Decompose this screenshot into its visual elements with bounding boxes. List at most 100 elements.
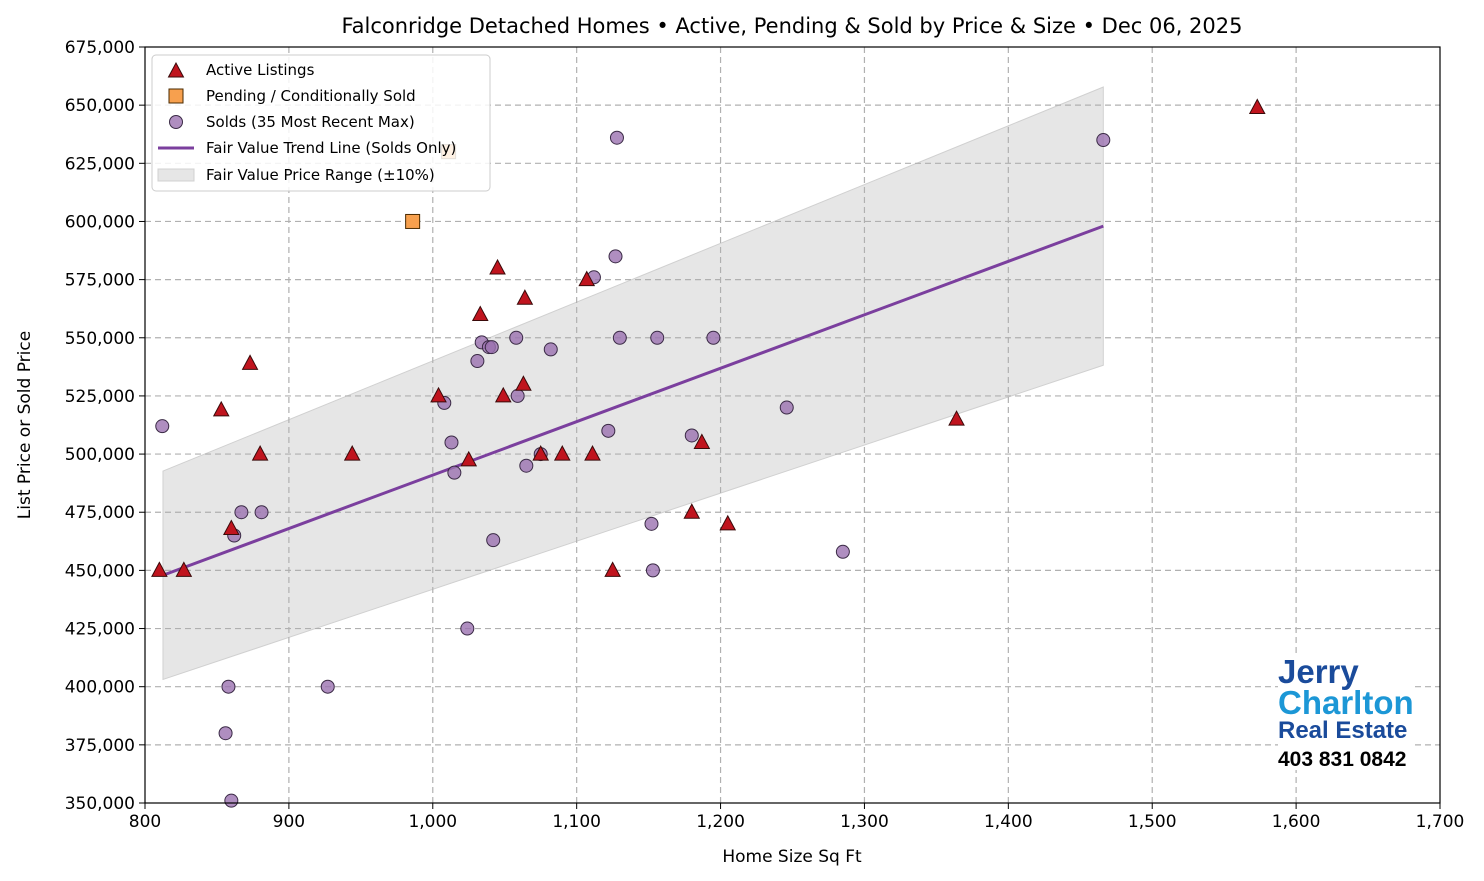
active-point	[578, 270, 596, 287]
sold-point	[612, 330, 627, 345]
y-tick-label: 675,000	[65, 38, 135, 58]
legend-square-icon	[168, 88, 184, 104]
active-point	[212, 400, 230, 417]
realtor-logo: Jerry Charlton Real Estate 403 831 0842	[1278, 655, 1414, 770]
sold-point	[1096, 133, 1111, 148]
active-point	[222, 519, 240, 536]
legend-label: Solds (35 Most Recent Max)	[206, 113, 415, 131]
active-point	[343, 445, 361, 461]
active-point	[1248, 98, 1266, 114]
sold-point	[519, 458, 534, 473]
x-tick-label: 1,100	[552, 812, 601, 832]
legend: Active Listings Pending / Conditionally S…	[151, 54, 491, 192]
legend-band-icon	[157, 168, 195, 182]
active-point	[948, 410, 965, 426]
sold-point	[444, 435, 459, 450]
sold-point	[650, 330, 665, 345]
active-point	[604, 561, 621, 577]
sold-point	[155, 419, 170, 434]
logo-phone: 403 831 0842	[1278, 748, 1407, 771]
legend-circle-icon	[169, 115, 183, 129]
legend-box	[151, 54, 491, 192]
sold-point	[706, 330, 721, 345]
x-tick-label: 1,200	[696, 812, 745, 832]
active-point	[532, 445, 550, 461]
legend-label: Active Listings	[206, 61, 315, 79]
active-point	[719, 514, 737, 531]
y-tick-label: 600,000	[65, 212, 135, 232]
x-tick-label: 1,700	[1416, 812, 1465, 832]
x-tick-label: 1,400	[984, 812, 1033, 832]
active-point	[553, 445, 571, 461]
chart-title: Falconridge Detached Homes • Active, Pen…	[341, 14, 1242, 38]
sold-point	[484, 340, 499, 355]
y-tick-label: 500,000	[65, 445, 135, 465]
y-tick-label: 425,000	[65, 620, 135, 640]
sold-point	[254, 505, 269, 520]
y-tick-label: 400,000	[65, 678, 135, 698]
sold-point	[644, 516, 659, 531]
sold-point	[234, 505, 249, 520]
active-point	[251, 445, 269, 461]
logo-line3: Real Estate	[1278, 717, 1408, 744]
active-point	[489, 258, 506, 275]
active-point	[494, 386, 512, 403]
legend-label: Fair Value Trend Line (Solds Only)	[206, 139, 456, 157]
sold-point	[609, 130, 624, 145]
x-tick-label: 1,000	[408, 812, 457, 832]
sold-point	[601, 423, 616, 438]
sold-point	[224, 793, 239, 808]
sold-point	[510, 388, 525, 403]
y-tick-label: 625,000	[65, 154, 135, 174]
y-tick-label: 450,000	[65, 561, 135, 581]
sold-point	[486, 533, 501, 548]
pending-point	[405, 213, 421, 229]
active-point	[471, 305, 489, 322]
sold-point	[460, 621, 475, 636]
sold-point	[835, 544, 850, 559]
x-tick-label: 1,300	[840, 812, 889, 832]
y-tick-label: 525,000	[65, 387, 135, 407]
active-point	[584, 445, 601, 461]
sold-point	[608, 249, 623, 264]
active-point	[460, 450, 478, 467]
logo-line2: Charlton	[1278, 684, 1414, 721]
sold-point	[320, 679, 335, 694]
y-tick-label: 375,000	[65, 736, 135, 756]
active-point	[515, 375, 532, 391]
sold-point	[779, 400, 794, 415]
active-point	[175, 561, 193, 577]
sold-point	[447, 465, 462, 480]
x-tick-label: 800	[129, 812, 161, 832]
sold-point	[645, 563, 660, 578]
legend-label: Fair Value Price Range (±10%)	[206, 166, 435, 184]
sold-point	[470, 354, 485, 369]
active-point	[430, 386, 447, 403]
y-tick-label: 650,000	[65, 96, 135, 116]
sold-point	[684, 428, 699, 443]
legend-label: Pending / Conditionally Sold	[206, 87, 416, 105]
active-point	[683, 503, 701, 519]
sold-point	[221, 679, 236, 694]
x-tick-label: 1,500	[1128, 812, 1177, 832]
active-point	[241, 354, 259, 370]
y-tick-label: 550,000	[65, 329, 135, 349]
fair-value-band	[162, 86, 1104, 681]
active-point	[693, 433, 711, 449]
y-tick-label: 575,000	[65, 271, 135, 291]
sold-point	[543, 342, 558, 357]
x-axis-label: Home Size Sq Ft	[722, 847, 862, 867]
logo-line1: Jerry	[1278, 653, 1359, 690]
active-point	[151, 561, 168, 577]
legend-triangle-icon	[167, 61, 185, 78]
x-tick-label: 900	[273, 812, 305, 832]
sold-point	[218, 726, 233, 741]
plot-frame	[144, 46, 1441, 804]
y-tick-label: 475,000	[65, 503, 135, 523]
x-tick-label: 1,600	[1272, 812, 1321, 832]
trend-line	[162, 224, 1104, 577]
active-point	[516, 289, 534, 305]
y-tick-label: 350,000	[65, 794, 135, 814]
sold-point	[509, 330, 524, 345]
